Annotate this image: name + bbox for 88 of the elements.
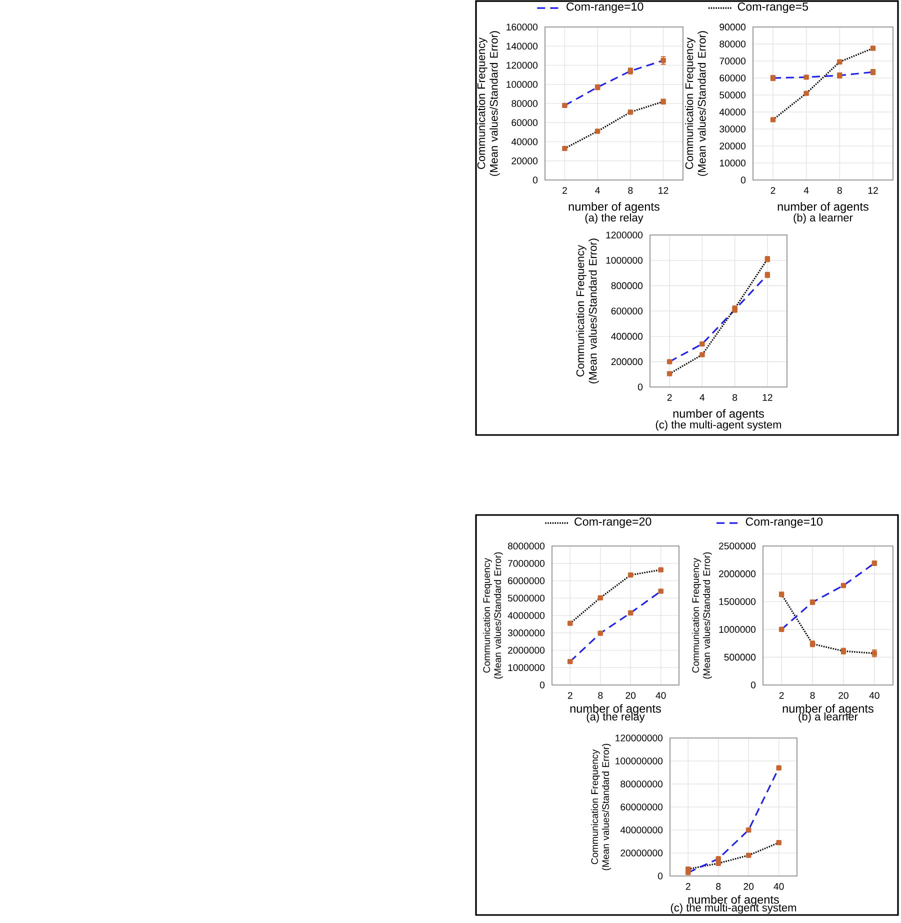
x-tick-label: 8: [598, 692, 603, 699]
y-tick-label: 40000000: [620, 826, 663, 834]
x-tick-label: 2: [770, 187, 776, 194]
y-axis-title: Communication Frequency (Mean values/Standard Error): [685, 31, 708, 176]
x-tick-label: 8: [716, 883, 721, 890]
y-tick-label: 6000000: [508, 577, 545, 584]
x-tick-label: 2: [779, 692, 784, 699]
y-tick-label: 0: [540, 682, 545, 688]
legend-label: Com-range=20: [574, 517, 652, 528]
x-tick-label: 8: [810, 692, 815, 699]
y-axis-title: Communication Frequency (Mean values/Standard Error): [692, 552, 712, 679]
y-tick-label: 100000000: [616, 758, 663, 764]
y-tick-label: 4000000: [508, 612, 545, 619]
y-tick-label: 1000000: [719, 626, 756, 633]
y-tick-label: 80000: [512, 100, 538, 107]
legend-label: Com-range=5: [738, 2, 808, 13]
y-tick-label: 10000: [720, 160, 746, 166]
y-tick-label: 80000: [720, 40, 746, 48]
y-tick-label: 60000000: [620, 804, 663, 810]
x-tick-label: 40: [869, 692, 880, 699]
y-tick-label: 140000: [506, 42, 538, 50]
x-tick-label: 4: [700, 394, 705, 401]
x-tick-label: 8: [837, 187, 842, 194]
y-tick-label: 200000: [611, 358, 643, 366]
y-tick-label: 2500000: [719, 542, 756, 550]
y-axis-title: Communication Frequency (Mean values/Standard Error): [590, 744, 611, 870]
y-tick-label: 0: [750, 682, 756, 688]
y-tick-label: 400000: [611, 332, 643, 340]
y-tick-label: 2000000: [719, 570, 756, 578]
y-tick-label: 1000000: [606, 256, 643, 264]
y-tick-label: 1000000: [508, 664, 545, 672]
y-tick-label: 120000: [506, 62, 538, 69]
x-tick-label: 20: [626, 692, 636, 699]
y-tick-label: 20000000: [620, 850, 663, 856]
x-axis-title: number of agents: [778, 202, 868, 214]
x-tick-label: 12: [658, 187, 668, 194]
x-tick-label: 40: [774, 883, 784, 890]
x-tick-label: 2: [667, 394, 672, 401]
y-tick-label: 0: [532, 176, 538, 184]
y-tick-label: 30000: [720, 126, 746, 132]
x-axis-title: number of agents: [568, 202, 660, 214]
x-axis-title: number of agents: [673, 409, 764, 420]
x-tick-label: 2: [686, 883, 690, 890]
y-tick-label: 60000: [512, 119, 538, 126]
y-tick-label: 70000: [720, 58, 746, 64]
y-tick-label: 60000: [720, 74, 746, 82]
y-tick-label: 0: [740, 176, 746, 184]
y-tick-label: 800000: [611, 282, 643, 290]
y-tick-label: 50000: [720, 92, 746, 98]
x-tick-label: 12: [868, 187, 878, 194]
legend-label: Com-range=10: [566, 2, 644, 13]
y-tick-label: 80000000: [620, 780, 663, 788]
y-tick-label: 20000: [720, 142, 746, 150]
x-tick-label: 8: [732, 394, 738, 401]
y-tick-label: 5000000: [508, 594, 545, 602]
y-tick-label: 90000: [720, 24, 746, 30]
y-tick-label: 0: [638, 384, 643, 390]
y-tick-label: 120000000: [616, 734, 663, 742]
text: (a) the relay: [585, 213, 644, 224]
x-tick-label: 4: [804, 187, 809, 194]
x-tick-label: 12: [762, 394, 772, 401]
x-tick-label: 2: [562, 187, 567, 194]
text: (b) a learner: [794, 213, 853, 224]
x-tick-label: 2: [568, 692, 572, 699]
y-tick-label: 600000: [611, 308, 643, 314]
x-tick-label: 40: [656, 692, 666, 699]
y-axis-title: Communication Frequency (Mean values/Standard Error): [482, 552, 503, 679]
y-tick-label: 1200000: [606, 232, 643, 238]
y-tick-label: 0: [658, 872, 663, 880]
y-tick-label: 20000: [512, 157, 538, 164]
y-tick-label: 2000000: [508, 646, 545, 654]
y-tick-label: 40000: [719, 108, 746, 116]
y-axis-title: Communication Frequency (Mean values/Standard Error): [576, 238, 599, 384]
legend-label: Com-range=10: [746, 517, 823, 528]
y-tick-label: 7000000: [508, 560, 545, 567]
x-tick-label: 20: [838, 692, 848, 699]
y-tick-label: 3000000: [508, 629, 545, 636]
x-tick-label: 4: [595, 187, 600, 194]
y-tick-label: 160000: [506, 24, 538, 30]
y-tick-label: 500000: [724, 654, 756, 661]
y-axis-title: Communication Frequency (Mean values/Standard Error): [477, 31, 500, 176]
y-tick-label: 40000: [511, 138, 538, 146]
y-tick-label: 1500000: [719, 598, 756, 606]
x-tick-label: 8: [628, 187, 633, 194]
text: (c) the multi-agent system: [656, 420, 782, 431]
x-tick-label: 20: [744, 883, 754, 890]
y-tick-label: 8000000: [508, 542, 545, 550]
y-tick-label: 100000: [506, 80, 538, 88]
